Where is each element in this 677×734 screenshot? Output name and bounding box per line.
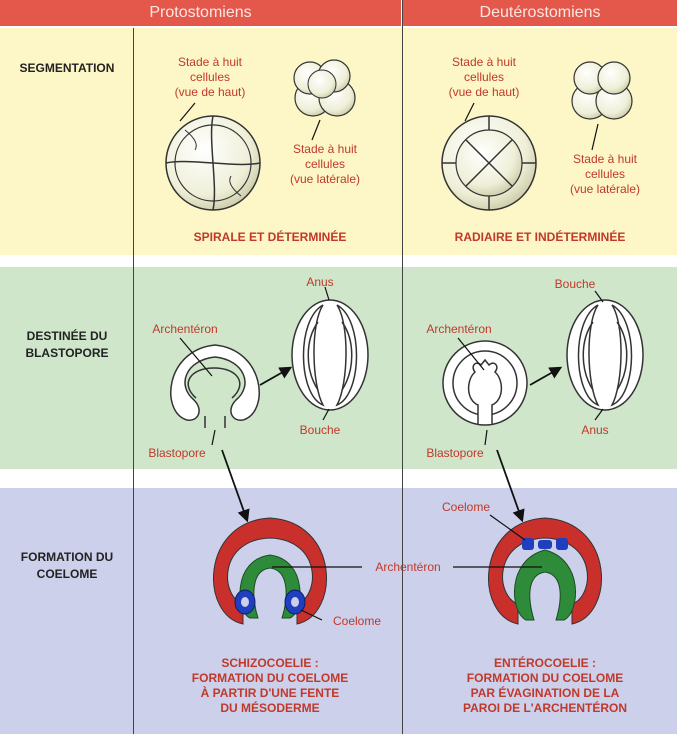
- deut-top-view-label-3: (vue de haut): [448, 85, 520, 99]
- deut-bouche-pointer: [594, 290, 604, 303]
- proto-bouche-label: Bouche: [299, 423, 341, 437]
- header-protostomiens: Protostomiens: [0, 0, 401, 26]
- proto-coelome-section: [213, 517, 327, 625]
- deut-gastrula: [442, 340, 528, 426]
- column-divider-right: [402, 0, 403, 734]
- deut-archenteron-label: Archentéron: [426, 322, 492, 336]
- proto-segmentation-caption: SPIRALE ET DÉTERMINÉE: [193, 230, 347, 244]
- proto-coelome-caption-1: SCHIZOCOELIE :: [221, 656, 319, 670]
- deut-top-view-label-1: Stade à huit: [451, 55, 517, 69]
- deut-embryo: [566, 299, 644, 411]
- column-divider-left: [133, 28, 134, 734]
- deut-top-view-pointer: [464, 102, 475, 122]
- proto-coelome-pointer: [300, 609, 323, 621]
- deut-side-view-label-3: (vue latérale): [569, 182, 641, 196]
- deut-development-arrow: [529, 366, 563, 386]
- archenteron-center-label: Archentéron: [375, 560, 441, 574]
- proto-side-view-label-2: cellules: [304, 157, 346, 171]
- deut-anus-pointer: [594, 408, 604, 421]
- deut-blastopore-label: Blastopore: [426, 446, 484, 460]
- deut-coelome-caption-4: PAROI DE L'ARCHENTÉRON: [463, 701, 627, 715]
- proto-coelome-label: Coelome: [332, 614, 382, 628]
- deut-archenteron-pointer: [457, 337, 485, 371]
- proto-blastopore-label: Blastopore: [148, 446, 206, 460]
- proto-anus-label: Anus: [306, 275, 334, 289]
- deut-side-view-label-1: Stade à huit: [572, 152, 638, 166]
- proto-8cell-side-view: [293, 59, 356, 117]
- deut-coelome-pointer: [489, 514, 526, 541]
- proto-archenteron-label: Archentéron: [152, 322, 218, 336]
- proto-bouche-pointer: [322, 408, 330, 421]
- proto-side-view-pointer: [311, 119, 321, 141]
- deut-blastopore-pointer: [484, 429, 488, 446]
- deut-coelome-caption-3: PAR ÉVAGINATION DE LA: [470, 686, 620, 700]
- deut-8cell-side-view: [571, 61, 633, 120]
- deut-coelome-caption-1: ENTÉROCOELIE :: [493, 656, 596, 670]
- proto-coelome-caption-2: FORMATION DU COELOME: [191, 671, 349, 685]
- proto-top-view-label-2: cellules: [189, 70, 231, 84]
- proto-gastrula: [170, 344, 260, 428]
- proto-embryo: [291, 299, 369, 411]
- deut-coelome-caption-2: FORMATION DU COELOME: [466, 671, 624, 685]
- header-deuterostomiens: Deutérostomiens: [403, 0, 677, 26]
- proto-blastopore-pointer: [211, 429, 216, 446]
- proto-coelome-caption-3: À PARTIR D'UNE FENTE: [200, 686, 340, 700]
- row-label-coelome-2: COELOME: [36, 567, 98, 581]
- proto-top-view-label-3: (vue de haut): [174, 85, 246, 99]
- proto-side-view-label-3: (vue latérale): [289, 172, 361, 186]
- row-label-blastopore-1: DESTINÉE DU: [26, 329, 108, 343]
- row-label-coelome-1: FORMATION DU: [20, 550, 114, 564]
- proto-coelome-caption-4: DU MÉSODERME: [220, 701, 320, 715]
- proto-development-arrow: [259, 366, 293, 386]
- deut-segmentation-caption: RADIAIRE ET INDÉTERMINÉE: [454, 230, 626, 244]
- proto-archenteron-pointer: [179, 337, 213, 377]
- deut-coelome-label: Coelome: [441, 500, 491, 514]
- deut-bouche-label: Bouche: [554, 277, 596, 291]
- deut-side-view-label-2: cellules: [584, 167, 626, 181]
- deut-anus-label: Anus: [581, 423, 609, 437]
- deut-coelome-section: [488, 517, 602, 625]
- deut-side-view-pointer: [591, 123, 599, 151]
- proto-anus-pointer: [324, 286, 330, 301]
- proto-8cell-top-view: [165, 115, 261, 211]
- deut-8cell-top-view: [441, 115, 537, 211]
- deut-down-arrow: [496, 449, 525, 523]
- proto-down-arrow: [221, 449, 250, 523]
- proto-side-view-label-1: Stade à huit: [292, 142, 358, 156]
- deut-top-view-label-2: cellules: [463, 70, 505, 84]
- proto-top-view-label-1: Stade à huit: [177, 55, 243, 69]
- proto-top-view-pointer: [179, 102, 196, 122]
- row-label-blastopore-2: BLASTOPORE: [25, 346, 109, 360]
- row-label-segmentation: SEGMENTATION: [19, 61, 115, 75]
